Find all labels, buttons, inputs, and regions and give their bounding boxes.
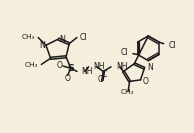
Text: NH: NH bbox=[82, 67, 93, 76]
Text: NH: NH bbox=[93, 61, 105, 70]
Text: CH₃: CH₃ bbox=[22, 34, 35, 40]
Text: Cl: Cl bbox=[79, 33, 87, 42]
Text: N: N bbox=[39, 41, 45, 50]
Text: NH: NH bbox=[116, 62, 128, 71]
Text: C: C bbox=[101, 70, 107, 79]
Text: N: N bbox=[59, 35, 65, 44]
Text: O: O bbox=[57, 61, 63, 70]
Text: CH₃: CH₃ bbox=[121, 89, 134, 95]
Text: S: S bbox=[67, 64, 74, 73]
Text: O: O bbox=[65, 74, 71, 83]
Text: N: N bbox=[147, 63, 153, 72]
Text: CH₃: CH₃ bbox=[25, 62, 38, 68]
Text: Cl: Cl bbox=[168, 41, 176, 50]
Text: Cl: Cl bbox=[121, 48, 128, 57]
Text: O: O bbox=[143, 77, 149, 86]
Text: O: O bbox=[98, 75, 104, 84]
